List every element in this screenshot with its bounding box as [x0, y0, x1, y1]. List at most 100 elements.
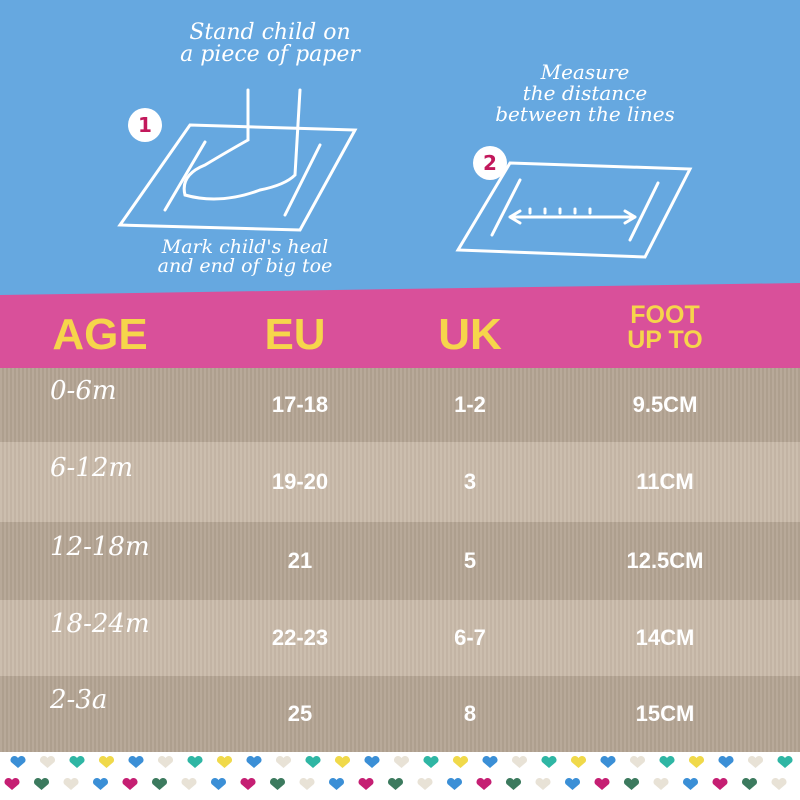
heart-icon	[564, 777, 581, 790]
heart-icon	[328, 777, 345, 790]
uk-cell: 3	[463, 469, 477, 494]
header-foot-up-to: FOOT UP TO	[600, 303, 730, 353]
heart-icon	[63, 777, 79, 790]
foot-length-cell: 11CM	[636, 469, 694, 494]
header-age: AGE	[52, 310, 148, 359]
table-row: 6-12m 19-20 3 11CM	[0, 442, 800, 522]
heart-icon	[358, 777, 374, 790]
heart-icon	[269, 777, 286, 790]
heart-icon	[446, 777, 463, 790]
step1-caption-top: Stand child on a piece of paper	[160, 22, 380, 66]
eu-cell: 22-23	[271, 625, 329, 650]
heart-icon	[423, 755, 439, 768]
heart-icon	[741, 777, 758, 790]
heart-icon	[10, 755, 26, 768]
heart-icon	[216, 755, 233, 768]
heart-icon	[187, 755, 203, 768]
eu-cell: 21	[287, 548, 313, 573]
eu-cell: 17-18	[271, 392, 329, 417]
heart-icon	[4, 777, 20, 790]
table-row: 12-18m 21 5 12.5CM	[0, 522, 800, 600]
heart-icon	[98, 755, 115, 768]
age-cell: 2-3a	[50, 685, 108, 715]
table-row: 0-6m 17-18 1-2 9.5CM	[0, 368, 800, 442]
header-uk: UK	[438, 310, 502, 359]
heart-icon	[623, 777, 640, 790]
uk-cell: 6-7	[454, 625, 486, 650]
heart-icon	[181, 777, 197, 790]
measure-paper-illustration	[455, 161, 693, 259]
header-eu: EU	[264, 310, 326, 359]
caption-line: the distance	[522, 81, 648, 105]
heart-icon	[570, 755, 587, 768]
heart-icon	[210, 777, 227, 790]
heart-icon	[505, 777, 522, 790]
heart-icon	[364, 755, 380, 768]
heart-icon	[777, 755, 793, 768]
eu-cell: 25	[287, 701, 313, 726]
heart-icon	[712, 777, 728, 790]
heart-icon	[387, 777, 404, 790]
hearts-border	[4, 755, 793, 790]
heart-icon	[682, 777, 699, 790]
step1-caption-bottom: Mark child's heal and end of big toe	[130, 238, 360, 276]
step-number-1: 1	[128, 108, 162, 142]
heart-icon	[246, 755, 262, 768]
caption-line: Mark child's heal	[161, 236, 329, 258]
heart-icon	[240, 777, 256, 790]
heart-icon	[33, 777, 50, 790]
heart-icon	[541, 755, 557, 768]
eu-cell: 19-20	[271, 469, 329, 494]
heart-icon	[393, 755, 410, 768]
heart-icon	[417, 777, 433, 790]
age-cell: 18-24m	[50, 609, 150, 639]
heart-icon	[688, 755, 705, 768]
heart-icon	[122, 777, 138, 790]
foot-length-cell: 12.5CM	[626, 548, 704, 573]
header-line: UP TO	[627, 326, 703, 354]
caption-line: between the lines	[495, 102, 675, 126]
instructions-panel: Stand child on a piece of paper 1 Mark c…	[0, 0, 800, 300]
heart-icon	[600, 755, 616, 768]
heart-icon	[659, 755, 675, 768]
step-number-2: 2	[473, 146, 507, 180]
table-row: 2-3a 25 8 15CM	[0, 676, 800, 752]
heart-icon	[39, 755, 56, 768]
foot-length-cell: 9.5CM	[632, 392, 698, 417]
age-cell: 12-18m	[50, 532, 150, 562]
heart-icon	[334, 755, 351, 768]
heart-icon	[771, 777, 787, 790]
heart-icon	[535, 777, 551, 790]
caption-line: Stand child on	[189, 20, 351, 45]
heart-icon	[92, 777, 109, 790]
caption-line: Measure	[540, 60, 630, 84]
heart-icon	[476, 777, 492, 790]
heart-icon	[452, 755, 469, 768]
step2-caption: Measure the distance between the lines	[470, 62, 700, 125]
age-cell: 0-6m	[50, 376, 117, 406]
heart-icon	[69, 755, 85, 768]
heart-icon	[511, 755, 528, 768]
uk-cell: 5	[463, 548, 477, 573]
caption-line: and end of big toe	[157, 255, 333, 277]
heart-icon	[629, 755, 646, 768]
heart-icon	[482, 755, 498, 768]
caption-line: a piece of paper	[180, 42, 360, 67]
header-line: FOOT	[630, 301, 700, 329]
heart-icon	[653, 777, 669, 790]
foot-length-cell: 14CM	[635, 625, 695, 650]
heart-icon	[275, 755, 292, 768]
heart-icon	[157, 755, 174, 768]
uk-cell: 1-2	[454, 392, 486, 417]
heart-icon	[128, 755, 144, 768]
table-row: 18-24m 22-23 6-7 14CM	[0, 600, 800, 676]
heart-icon	[305, 755, 321, 768]
heart-icon	[594, 777, 610, 790]
heart-icon	[151, 777, 168, 790]
heart-icon	[718, 755, 734, 768]
uk-cell: 8	[463, 701, 477, 726]
foot-length-cell: 15CM	[635, 701, 695, 726]
age-cell: 6-12m	[50, 453, 134, 483]
heart-icon	[299, 777, 315, 790]
foot-on-paper-illustration	[117, 88, 358, 232]
